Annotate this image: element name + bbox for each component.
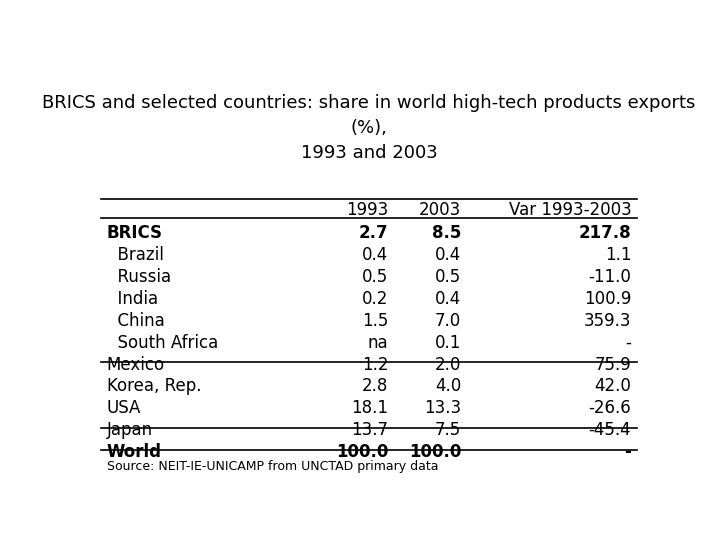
Text: 1.5: 1.5: [362, 312, 389, 330]
Text: 7.5: 7.5: [435, 421, 461, 440]
Text: 0.4: 0.4: [435, 246, 461, 264]
Text: 100.0: 100.0: [336, 443, 389, 461]
Text: 0.5: 0.5: [435, 268, 461, 286]
Text: 100.0: 100.0: [409, 443, 461, 461]
Text: Var 1993-2003: Var 1993-2003: [508, 201, 631, 219]
Text: 100.9: 100.9: [584, 290, 631, 308]
Text: 7.0: 7.0: [435, 312, 461, 330]
Text: India: India: [107, 290, 158, 308]
Text: -45.4: -45.4: [589, 421, 631, 440]
Text: BRICS: BRICS: [107, 224, 163, 242]
Text: 2.0: 2.0: [435, 355, 461, 374]
Text: 13.3: 13.3: [424, 400, 461, 417]
Text: 0.4: 0.4: [435, 290, 461, 308]
Text: 1.1: 1.1: [605, 246, 631, 264]
Text: 75.9: 75.9: [595, 355, 631, 374]
Text: Mexico: Mexico: [107, 355, 165, 374]
Text: 2.7: 2.7: [359, 224, 389, 242]
Text: World: World: [107, 443, 162, 461]
Text: Russia: Russia: [107, 268, 171, 286]
Text: 0.2: 0.2: [362, 290, 389, 308]
Text: 217.8: 217.8: [579, 224, 631, 242]
Text: 4.0: 4.0: [435, 377, 461, 395]
Text: 1993: 1993: [346, 201, 389, 219]
Text: Source: NEIT-IE-UNICAMP from UNCTAD primary data: Source: NEIT-IE-UNICAMP from UNCTAD prim…: [107, 460, 438, 473]
Text: 1.2: 1.2: [362, 355, 389, 374]
Text: 18.1: 18.1: [351, 400, 389, 417]
Text: -: -: [626, 334, 631, 352]
Text: 42.0: 42.0: [595, 377, 631, 395]
Text: na: na: [368, 334, 389, 352]
Text: 2.8: 2.8: [362, 377, 389, 395]
Text: 2003: 2003: [419, 201, 461, 219]
Text: 359.3: 359.3: [584, 312, 631, 330]
Text: -: -: [624, 443, 631, 461]
Text: Japan: Japan: [107, 421, 153, 440]
Text: USA: USA: [107, 400, 141, 417]
Text: 0.4: 0.4: [362, 246, 389, 264]
Text: Brazil: Brazil: [107, 246, 163, 264]
Text: 0.1: 0.1: [435, 334, 461, 352]
Text: -26.6: -26.6: [588, 400, 631, 417]
Text: 13.7: 13.7: [351, 421, 389, 440]
Text: -11.0: -11.0: [588, 268, 631, 286]
Text: 8.5: 8.5: [432, 224, 461, 242]
Text: BRICS and selected countries: share in world high-tech products exports
(%),
199: BRICS and selected countries: share in w…: [42, 94, 696, 162]
Text: 0.5: 0.5: [362, 268, 389, 286]
Text: South Africa: South Africa: [107, 334, 218, 352]
Text: China: China: [107, 312, 164, 330]
Text: Korea, Rep.: Korea, Rep.: [107, 377, 202, 395]
